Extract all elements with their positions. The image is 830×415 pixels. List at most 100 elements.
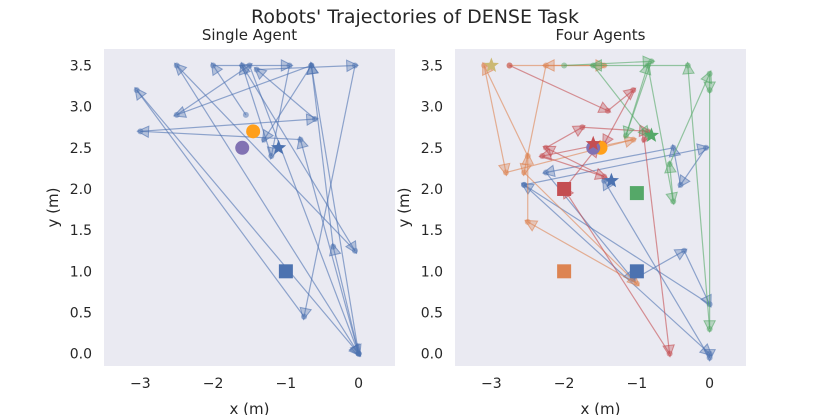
trajectory-segment	[683, 250, 711, 305]
waypoint	[173, 62, 180, 69]
trajectory-segment	[270, 65, 291, 157]
trajectory-segment	[523, 147, 707, 186]
y-tick-label: 3.0	[70, 100, 92, 116]
trajectory-segment	[176, 64, 312, 116]
goal-star-marker	[643, 127, 660, 142]
goal-star-marker	[483, 57, 499, 72]
start-marker	[629, 186, 644, 201]
waypoint	[604, 107, 611, 114]
trajectory-segment	[263, 65, 312, 140]
waypoint	[706, 354, 713, 361]
waypoint	[542, 62, 549, 69]
trajectory-segment	[212, 65, 247, 116]
waypoint	[242, 111, 249, 118]
markers-single-agent	[235, 124, 293, 279]
start-marker	[629, 264, 644, 279]
waypoint	[681, 247, 688, 254]
y-tick-label: 1.5	[421, 223, 443, 239]
trajectory-segment	[603, 89, 634, 144]
waypoint	[297, 136, 304, 143]
waypoint	[539, 153, 546, 160]
trajectory-segment	[542, 155, 605, 178]
trajectory-segment	[310, 65, 360, 354]
trajectory-segment	[505, 138, 634, 174]
waypoint	[561, 62, 568, 69]
waypoint	[301, 313, 308, 320]
trajectory-segment	[564, 60, 652, 67]
x-tick-label: 0	[705, 376, 714, 392]
trajectory-segment	[523, 184, 711, 355]
trajectory-segment	[136, 89, 305, 317]
trajectory-segment	[523, 172, 638, 285]
trajectory-segment	[303, 65, 356, 317]
x-tick-label: −2	[554, 376, 575, 392]
waypoint	[506, 62, 513, 69]
goal-star-marker	[270, 139, 287, 155]
start-marker	[557, 264, 572, 279]
y-tick-label: 1.0	[70, 264, 92, 280]
trajectory-segment	[603, 180, 711, 359]
circle-marker	[246, 124, 261, 139]
figure-title: Robots' Trajectories of DENSE Task	[251, 6, 579, 28]
waypoint	[351, 247, 358, 254]
y-tick-label: 2.5	[70, 141, 92, 157]
circle-marker	[235, 140, 250, 155]
subplot-title-four-agents: Four Agents	[556, 26, 646, 44]
trajectory-segment	[483, 65, 507, 173]
waypoint	[246, 62, 253, 69]
waypoint	[330, 243, 337, 250]
waypoint	[670, 144, 677, 151]
trajectory-segment	[582, 126, 648, 132]
waypoint	[706, 350, 713, 357]
waypoint	[630, 87, 637, 94]
waypoint	[706, 325, 713, 332]
waypoint	[542, 169, 549, 176]
x-tick-label: −3	[130, 376, 151, 392]
y-tick-label: 0.0	[70, 347, 92, 363]
waypoint	[579, 124, 586, 131]
y-tick-label: 2.5	[421, 141, 443, 157]
x-tick-label: −3	[481, 376, 502, 392]
y-tick-label: 1.5	[70, 223, 92, 239]
ticks-single-agent: −3 −2 −1 0 0.0 0.5 1.0 1.5 2.0 2.5 3.0 3.5	[70, 58, 363, 392]
waypoint	[173, 111, 180, 118]
waypoint	[702, 144, 709, 151]
waypoint	[524, 218, 531, 225]
waypoint	[706, 70, 713, 77]
trajectory-segment	[332, 246, 360, 354]
waypoint	[684, 62, 691, 69]
waypoint	[253, 66, 260, 73]
trajectory-segment	[256, 69, 316, 120]
waypoint	[311, 115, 318, 122]
waypoint	[601, 173, 608, 180]
trajectory-segment	[545, 126, 583, 149]
trajectory-segment	[176, 64, 250, 116]
waypoint	[542, 144, 549, 151]
trajectory-segment	[647, 65, 674, 202]
goal-star-marker	[603, 172, 620, 188]
waypoint	[641, 136, 648, 143]
markers-four-agents	[483, 57, 660, 279]
trajectory-segment	[310, 65, 334, 247]
x-tick-label: −1	[627, 376, 648, 392]
waypoint	[351, 62, 358, 69]
trajectory-segment	[483, 65, 529, 157]
trajectory-segment	[545, 147, 674, 174]
waypoint	[622, 132, 629, 139]
waypoint	[706, 87, 713, 94]
waypoint	[666, 161, 673, 168]
trajectory-segment	[509, 64, 609, 112]
start-marker	[557, 181, 572, 196]
waypoint	[133, 87, 140, 94]
waypoint	[137, 128, 144, 135]
waypoint	[644, 62, 651, 69]
waypoint	[670, 198, 677, 205]
y-tick-label: 3.5	[421, 58, 443, 74]
waypoint	[355, 350, 362, 357]
plot-area-single-agent	[104, 49, 395, 366]
y-tick-label: 3.5	[70, 58, 92, 74]
x-axis-label-single-agent: x (m)	[230, 400, 270, 415]
waypoint	[210, 62, 217, 69]
y-tick-label: 2.0	[70, 182, 92, 198]
waypoint	[633, 280, 640, 287]
